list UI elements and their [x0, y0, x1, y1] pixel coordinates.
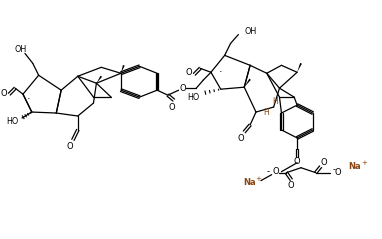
Text: ·: · — [219, 67, 223, 77]
Text: O: O — [186, 68, 193, 77]
Polygon shape — [244, 79, 251, 87]
Text: +: + — [362, 160, 367, 166]
Text: Na: Na — [243, 178, 256, 187]
Text: O: O — [272, 167, 279, 176]
Text: O: O — [67, 142, 73, 151]
Text: HO: HO — [187, 93, 199, 102]
Text: O: O — [320, 158, 327, 167]
Text: OH: OH — [15, 45, 27, 54]
Text: O: O — [335, 168, 342, 177]
Polygon shape — [96, 76, 102, 83]
Text: H: H — [273, 97, 278, 106]
Text: O: O — [168, 103, 175, 112]
Text: H: H — [263, 108, 269, 117]
Text: O: O — [179, 84, 186, 93]
Polygon shape — [121, 65, 125, 73]
Text: ·: · — [27, 94, 31, 104]
Polygon shape — [297, 63, 302, 72]
Text: Na: Na — [348, 162, 361, 171]
Text: HO: HO — [6, 118, 18, 126]
Text: OH: OH — [244, 27, 256, 36]
Text: -: - — [266, 167, 269, 176]
Text: O: O — [237, 134, 244, 143]
Text: +: + — [255, 176, 261, 182]
Text: -: - — [333, 165, 336, 174]
Text: O: O — [294, 157, 300, 166]
Text: O: O — [288, 181, 295, 190]
Text: O: O — [1, 89, 7, 98]
